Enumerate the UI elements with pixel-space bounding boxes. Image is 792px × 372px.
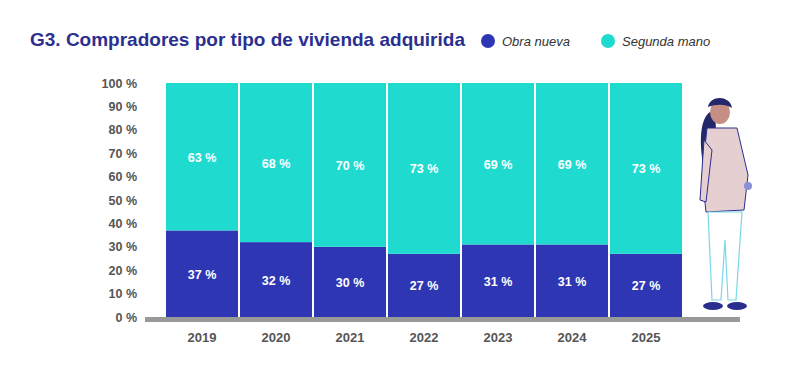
x-tick-label: 2024 — [558, 330, 588, 345]
y-tick-label: 20 % — [109, 264, 138, 278]
bar-segment — [166, 230, 238, 317]
data-label: 69 % — [558, 158, 587, 172]
legend-label: Segunda mano — [622, 34, 710, 49]
bar-segment — [314, 83, 386, 247]
bar-segment — [240, 83, 312, 242]
legs — [708, 212, 742, 300]
bar-segment — [462, 244, 534, 317]
y-tick-label: 40 % — [109, 217, 138, 231]
y-tick-label: 60 % — [109, 170, 138, 184]
x-tick-label: 2020 — [262, 330, 291, 345]
y-tick-label: 30 % — [109, 240, 138, 254]
hand — [744, 182, 752, 190]
data-label: 63 % — [188, 151, 217, 165]
bar-segment — [610, 83, 682, 254]
data-label: 31 % — [484, 275, 513, 289]
x-tick-label: 2023 — [484, 330, 513, 345]
x-tick-label: 2021 — [336, 330, 365, 345]
title: G3. Compradores por tipo de vivienda adq… — [30, 29, 465, 50]
data-label: 69 % — [484, 158, 513, 172]
y-tick-label: 10 % — [109, 287, 138, 301]
illustration — [700, 98, 752, 310]
data-label: 27 % — [410, 279, 439, 293]
x-tick-label: 2025 — [632, 330, 661, 345]
data-label: 73 % — [410, 162, 439, 176]
y-tick-label: 50 % — [109, 194, 138, 208]
shoe — [703, 302, 723, 310]
data-label: 27 % — [632, 279, 661, 293]
bar-segment — [314, 247, 386, 317]
y-tick-label: 90 % — [109, 100, 138, 114]
x-tick-label: 2019 — [188, 330, 217, 345]
x-axis-line — [145, 317, 740, 322]
y-tick-label: 100 % — [102, 77, 137, 91]
legend-label: Obra nueva — [502, 34, 570, 49]
x-tick-label: 2022 — [410, 330, 439, 345]
bar-segment — [610, 254, 682, 317]
y-tick-label: 0 % — [115, 311, 137, 325]
bar-segment — [388, 254, 460, 317]
legend-swatch — [481, 34, 495, 48]
bars — [166, 83, 682, 317]
bar-segment — [536, 244, 608, 317]
y-tick-label: 80 % — [109, 123, 138, 137]
data-label: 32 % — [262, 274, 291, 288]
legend: Obra nueva Segunda mano — [481, 34, 710, 49]
data-label: 31 % — [558, 275, 587, 289]
data-label: 73 % — [632, 162, 661, 176]
bar-segment — [166, 83, 238, 230]
data-labels: 37 % 32 % 30 % 27 % 31 % 31 % 27 % 63 % 68 % 70 %… — [188, 151, 661, 294]
legend-swatch — [601, 34, 615, 48]
data-label: 37 % — [188, 268, 217, 282]
data-label: 30 % — [336, 276, 365, 290]
bar-segment — [536, 83, 608, 244]
data-label: 70 % — [336, 159, 365, 173]
bar-segment — [240, 242, 312, 317]
bar-segment — [388, 83, 460, 254]
y-tick-label: 70 % — [109, 147, 138, 161]
chart: G3. Compradores por tipo de vivienda adq… — [0, 0, 792, 372]
x-axis: 2019 2020 2021 2022 2023 2024 2025 — [188, 330, 661, 345]
bar-segment — [462, 83, 534, 244]
y-axis: 0 % 10 % 20 % 30 % 40 % 50 % 60 % 70 % 80 % 90 % 1… — [102, 77, 137, 325]
data-label: 68 % — [262, 157, 291, 171]
shoe — [727, 302, 747, 310]
hair-top — [708, 98, 732, 108]
arm — [700, 140, 712, 202]
